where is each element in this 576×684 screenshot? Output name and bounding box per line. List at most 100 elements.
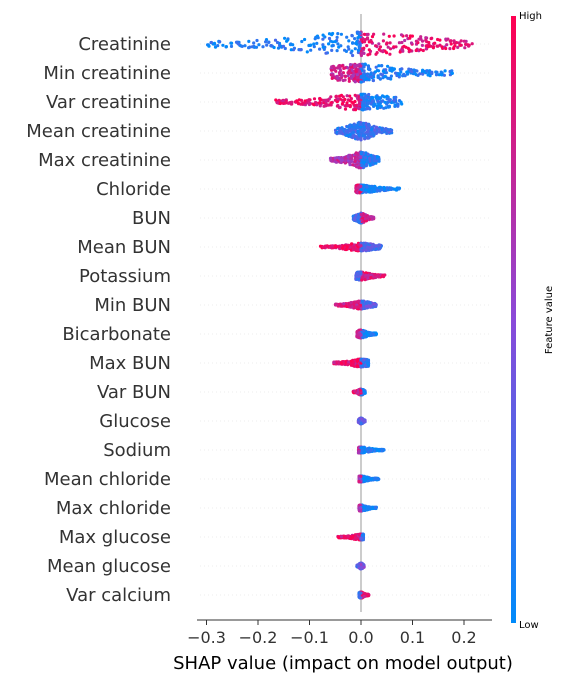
shap-dot xyxy=(375,155,380,159)
shap-dot xyxy=(343,66,347,70)
shap-dot xyxy=(358,270,362,274)
shap-dot xyxy=(353,125,357,129)
shap-dot xyxy=(372,133,376,137)
shap-dot xyxy=(359,213,363,217)
shap-dot xyxy=(360,129,364,133)
shap-dot xyxy=(348,94,352,98)
shap-dot xyxy=(355,364,359,368)
shap-dot xyxy=(323,98,327,102)
shap-dot xyxy=(388,68,392,72)
shap-dot xyxy=(367,40,371,44)
shap-dot xyxy=(354,69,358,74)
shap-dot xyxy=(374,44,378,48)
shap-dot xyxy=(338,105,342,109)
shap-dot xyxy=(444,46,448,51)
shap-dot xyxy=(362,32,367,37)
shap-dot xyxy=(303,101,307,105)
shap-dot xyxy=(403,74,407,78)
shap-dot xyxy=(362,419,366,423)
shap-dot xyxy=(381,39,385,43)
shap-dot xyxy=(412,68,416,72)
shap-dot xyxy=(353,80,357,84)
shap-dot xyxy=(318,97,323,102)
shap-dot xyxy=(431,46,435,50)
shap-dot xyxy=(388,41,392,45)
shap-dot xyxy=(209,40,213,45)
shap-dot xyxy=(237,42,241,46)
shap-dot xyxy=(427,70,431,74)
shap-dot xyxy=(463,46,467,50)
shap-dot xyxy=(346,125,350,129)
shap-dot xyxy=(329,159,333,163)
shap-dot xyxy=(274,98,278,102)
shap-dot xyxy=(437,73,441,77)
shap-dot xyxy=(349,51,353,55)
shap-dot xyxy=(419,35,423,39)
shap-dot xyxy=(358,190,362,194)
shap-dot xyxy=(376,188,380,192)
shap-dot xyxy=(337,156,341,160)
shap-dot xyxy=(373,128,377,132)
shap-dot xyxy=(267,40,271,45)
shap-dot xyxy=(370,127,374,131)
shap-dot xyxy=(367,78,371,82)
shap-dot xyxy=(374,125,379,129)
shap-dot xyxy=(397,187,401,191)
shap-dot xyxy=(229,44,234,49)
shap-dot xyxy=(335,66,339,70)
shap-dot xyxy=(367,96,371,100)
shap-dot xyxy=(357,101,362,105)
shap-dot xyxy=(373,272,377,277)
shap-dot xyxy=(373,103,377,107)
shap-dot xyxy=(344,129,348,133)
shap-dot xyxy=(386,45,390,49)
shap-dot xyxy=(358,31,362,36)
shap-dot xyxy=(356,129,360,133)
shap-dot xyxy=(380,73,384,77)
shap-dot xyxy=(442,73,446,77)
shap-dot xyxy=(377,130,381,134)
shap-dot xyxy=(366,136,370,140)
shap-dot xyxy=(342,302,346,306)
shap-dot xyxy=(385,41,389,45)
shap-dot xyxy=(366,188,370,192)
shap-dot xyxy=(347,71,352,75)
shap-dot xyxy=(363,278,367,282)
shap-dot xyxy=(366,106,370,110)
shap-dot xyxy=(343,97,347,102)
shap-dot xyxy=(377,159,381,163)
shap-dot xyxy=(358,165,362,169)
shap-dot xyxy=(365,73,369,78)
shap-dot xyxy=(374,332,378,336)
shap-dot xyxy=(364,304,368,308)
shap-dot xyxy=(291,43,295,47)
shap-dot xyxy=(383,273,387,277)
shap-dot xyxy=(321,43,325,47)
shap-dot xyxy=(213,45,218,49)
dot-layer xyxy=(206,30,474,600)
shap-dot xyxy=(356,48,360,52)
shap-dot xyxy=(309,43,313,47)
shap-dot xyxy=(367,67,371,72)
shap-dot xyxy=(344,304,348,308)
shap-dot xyxy=(366,215,370,219)
shap-dot xyxy=(421,72,425,76)
shap-dot xyxy=(424,36,428,40)
shap-dot xyxy=(456,45,460,50)
shap-dot xyxy=(374,247,378,251)
shap-dot xyxy=(371,78,375,83)
shap-dot xyxy=(359,75,363,79)
shap-dot xyxy=(382,32,386,36)
shap-dot xyxy=(403,38,407,43)
shap-dot xyxy=(361,104,365,108)
shap-dot xyxy=(306,99,310,103)
shap-dot xyxy=(467,44,471,48)
shap-dot xyxy=(380,99,384,103)
shap-dot xyxy=(336,31,340,36)
shap-dot xyxy=(363,156,368,160)
shap-dot xyxy=(357,299,361,303)
shap-dot xyxy=(312,97,317,101)
shap-dot xyxy=(421,48,425,53)
shap-dot xyxy=(414,39,418,43)
